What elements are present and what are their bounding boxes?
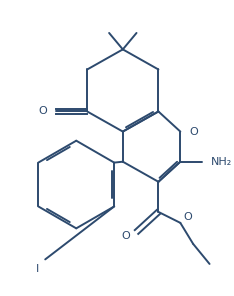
Text: O: O [121,231,130,241]
Text: O: O [38,107,47,117]
Text: NH₂: NH₂ [211,157,233,167]
Text: O: O [183,213,192,222]
Text: O: O [190,127,198,136]
Text: I: I [36,263,40,274]
